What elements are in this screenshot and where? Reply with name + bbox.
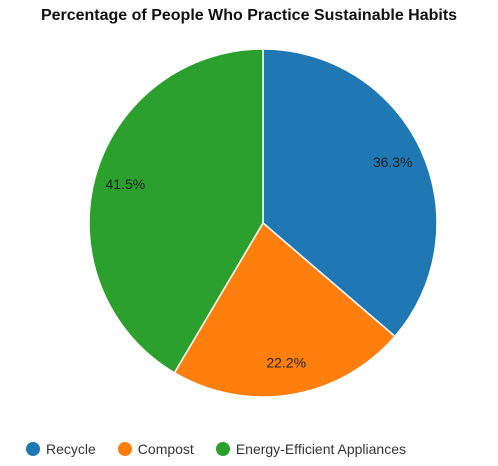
legend-label: Energy-Efficient Appliances [235,441,407,457]
legend-label: Recycle [46,441,96,457]
pie-slice-energy-efficient-appliances[interactable] [88,48,264,374]
pie-slice-compost[interactable] [173,221,397,398]
chart-legend: Recycle Compost Energy-Efficient Appliance… [26,441,406,457]
chart-title: Percentage of People Who Practice Sustai… [40,7,458,24]
pie-slice-recycle[interactable] [262,48,438,338]
slice-value-label: 22.2% [266,354,306,370]
legend-item-recycle[interactable]: Recycle [26,441,96,457]
legend-item-energy-efficient-appliances[interactable]: Energy-Efficient Appliances [215,441,407,457]
pie-slices [88,48,438,398]
slice-value-label: 36.3% [373,154,413,170]
legend-swatch [117,442,132,456]
pie-slice-labels: 36.3% 22.2% 41.5% [106,154,413,370]
legend-item-compost[interactable]: Compost [117,441,194,457]
slice-value-label: 41.5% [106,176,146,192]
legend-swatch [26,442,40,456]
pie-chart: 36.3% 22.2% 41.5% [88,48,438,398]
legend-label: Compost [137,441,194,457]
legend-swatch [215,442,230,456]
